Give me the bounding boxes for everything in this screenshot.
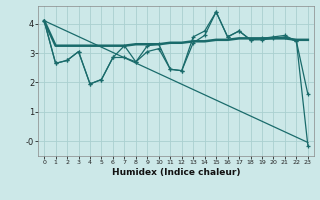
X-axis label: Humidex (Indice chaleur): Humidex (Indice chaleur) [112,168,240,177]
